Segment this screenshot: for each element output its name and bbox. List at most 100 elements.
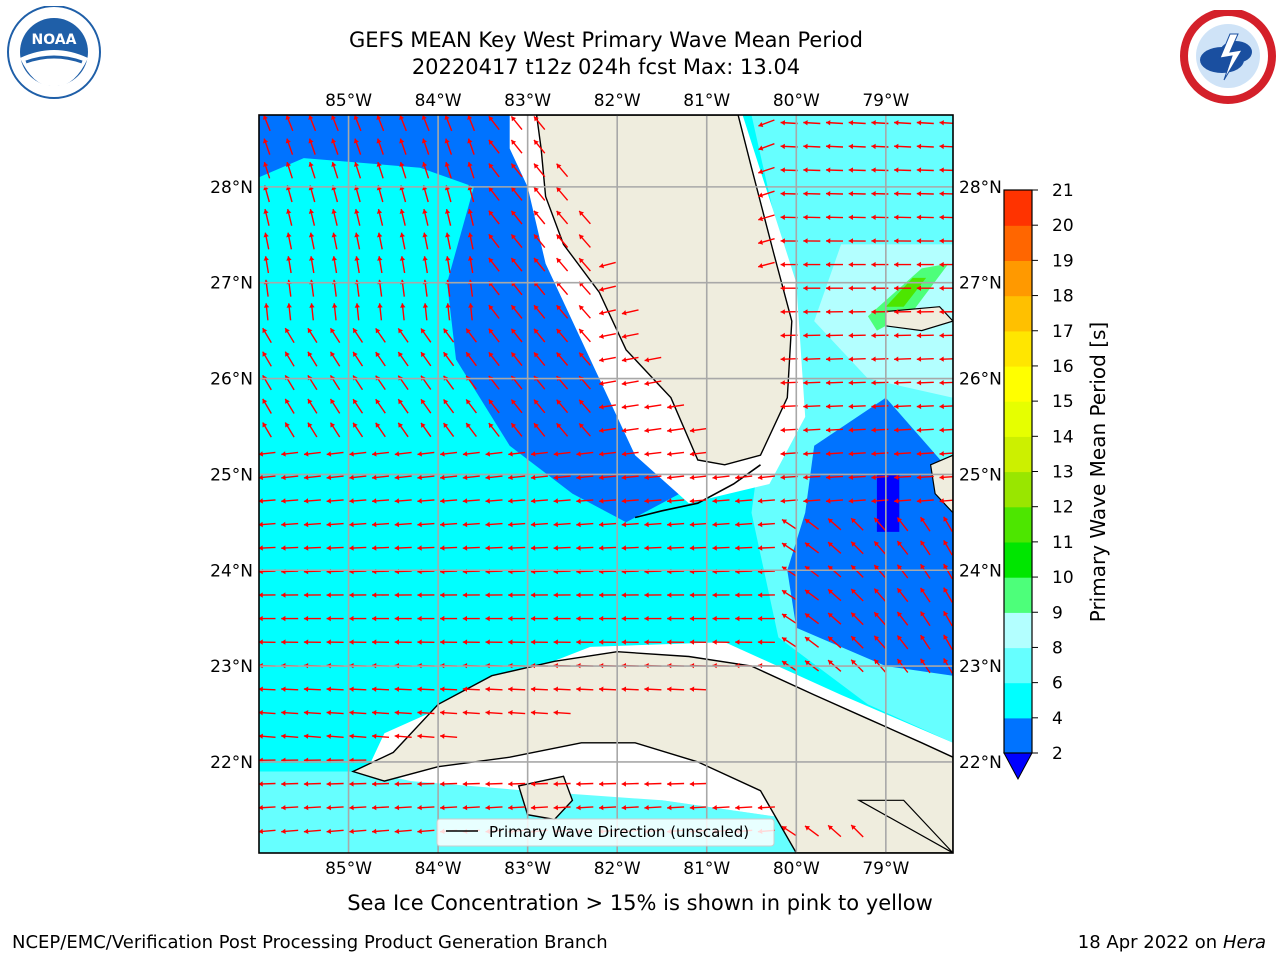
wave-arrow-head xyxy=(689,451,695,457)
wave-arrow-head xyxy=(828,518,833,524)
wave-arrow-head xyxy=(398,328,403,334)
ocean-2-4s-gulf xyxy=(259,115,698,523)
wave-arrow-head xyxy=(599,615,604,622)
wave-arrow-head xyxy=(263,138,269,144)
wave-arrow-head xyxy=(375,328,381,334)
wave-arrow-head xyxy=(689,545,695,551)
wave-arrow-head xyxy=(689,427,695,433)
wave-arrow-head xyxy=(576,639,581,645)
wave-arrow-head xyxy=(599,686,604,692)
wave-arrow-head xyxy=(916,427,922,433)
lat-tick-label-left: 24°N xyxy=(210,561,253,581)
lat-tick-label-right: 26°N xyxy=(959,370,1002,390)
colorbar-tick-label: 2 xyxy=(1052,744,1063,764)
wave-arrow-head xyxy=(621,404,627,410)
wave-arrow-head xyxy=(326,592,331,598)
wave-arrow-head xyxy=(303,615,309,622)
lat-tick-label-right: 28°N xyxy=(959,178,1002,198)
wave-arrow-head xyxy=(897,588,903,594)
wave-arrow-head xyxy=(897,611,903,617)
lat-tick-label-left: 23°N xyxy=(210,657,253,677)
wave-arrow-head xyxy=(689,639,695,645)
chart-subtitle: 20220417 t12z 024h fcst Max: 13.04 xyxy=(411,55,801,79)
wave-arrow-head xyxy=(758,169,764,175)
wave-arrow-head xyxy=(621,333,627,339)
wave-arrow-head xyxy=(943,587,949,593)
wave-arrow-head xyxy=(307,422,313,428)
colorbar-segment xyxy=(1004,682,1032,719)
wave-arrow-head xyxy=(259,733,263,739)
wave-arrow-head xyxy=(848,143,853,150)
noaa-logo: NOAA xyxy=(4,5,104,106)
wave-arrow-head xyxy=(553,592,558,598)
wave-arrow-head xyxy=(644,404,650,410)
wave-arrow-head xyxy=(848,427,854,433)
wave-arrow-head xyxy=(871,191,876,197)
wave-arrow-head xyxy=(828,565,833,571)
wave-arrow-head xyxy=(599,781,604,787)
wave-arrow-head xyxy=(621,805,627,811)
wave-arrow-head xyxy=(326,498,332,504)
wave-arrow-head xyxy=(553,545,558,551)
wave-arrow-head xyxy=(939,120,944,126)
wave-arrow-head xyxy=(394,498,400,504)
wave-arrow-head xyxy=(534,187,539,193)
wave-arrow-head xyxy=(394,545,400,551)
wave-arrow-head xyxy=(599,427,604,433)
lon-tick-label-top: 83°W xyxy=(504,91,551,111)
wave-arrow-head xyxy=(443,328,449,334)
wave-arrow-head xyxy=(757,474,763,481)
wave-arrow-head xyxy=(263,209,269,214)
wave-arrow-head xyxy=(780,238,785,244)
wave-arrow-head xyxy=(372,615,377,622)
colorbar-segment xyxy=(1004,471,1032,508)
wave-arrow-head xyxy=(534,163,539,169)
wave-arrow-head xyxy=(757,615,763,622)
wave-arrow-head xyxy=(511,352,517,358)
wave-arrow-head xyxy=(398,422,403,428)
wave-arrow-head xyxy=(485,498,490,504)
wave-arrow-head xyxy=(485,592,490,598)
wave-arrow-head xyxy=(848,474,854,480)
wave-arrow-head xyxy=(508,474,513,481)
wave-arrow-head xyxy=(281,592,286,598)
wave-arrow-head xyxy=(303,781,309,787)
wave-arrow-head xyxy=(398,399,403,405)
wave-arrow-head xyxy=(440,474,445,481)
wave-arrow-head xyxy=(803,474,808,480)
wave-arrow-head xyxy=(462,805,468,811)
colorbar-segment xyxy=(1004,612,1032,649)
wave-arrow-head xyxy=(712,592,717,598)
colorbar-segment xyxy=(1004,541,1032,578)
wave-arrow-head xyxy=(508,521,513,528)
wave-arrow-head xyxy=(803,356,808,362)
wave-arrow-head xyxy=(871,356,876,362)
wave-arrow-head xyxy=(826,403,831,410)
wave-arrow-head xyxy=(644,380,650,386)
wave-arrow-head xyxy=(621,498,627,504)
chart-title: GEFS MEAN Key West Primary Wave Mean Per… xyxy=(349,28,863,52)
wave-arrow-head xyxy=(826,451,831,457)
wave-arrow-head xyxy=(780,474,785,480)
wave-arrow-head xyxy=(803,332,808,339)
wave-arrow-head xyxy=(894,261,899,268)
wave-arrow-head xyxy=(667,639,672,645)
wave-arrow-head xyxy=(920,564,926,570)
wave-arrow-head xyxy=(894,143,899,150)
wave-arrow-head xyxy=(780,427,785,433)
wave-arrow-head xyxy=(848,261,853,268)
wave-arrow-head xyxy=(757,498,763,504)
wave-arrow-head xyxy=(780,120,785,126)
wave-arrow-head xyxy=(421,138,427,144)
wave-arrow-head xyxy=(331,256,337,261)
wave-arrow-head xyxy=(511,399,517,405)
cuba-south-land xyxy=(856,799,953,853)
wave-arrow-head xyxy=(440,805,445,811)
wave-arrow-head xyxy=(782,661,787,666)
andros-land xyxy=(929,454,953,514)
wave-arrow-head xyxy=(372,710,377,716)
wave-arrow-head xyxy=(308,209,314,214)
wave-arrow-head xyxy=(399,256,406,261)
wave-arrow-head xyxy=(303,592,309,598)
wave-arrow-head xyxy=(667,521,672,528)
